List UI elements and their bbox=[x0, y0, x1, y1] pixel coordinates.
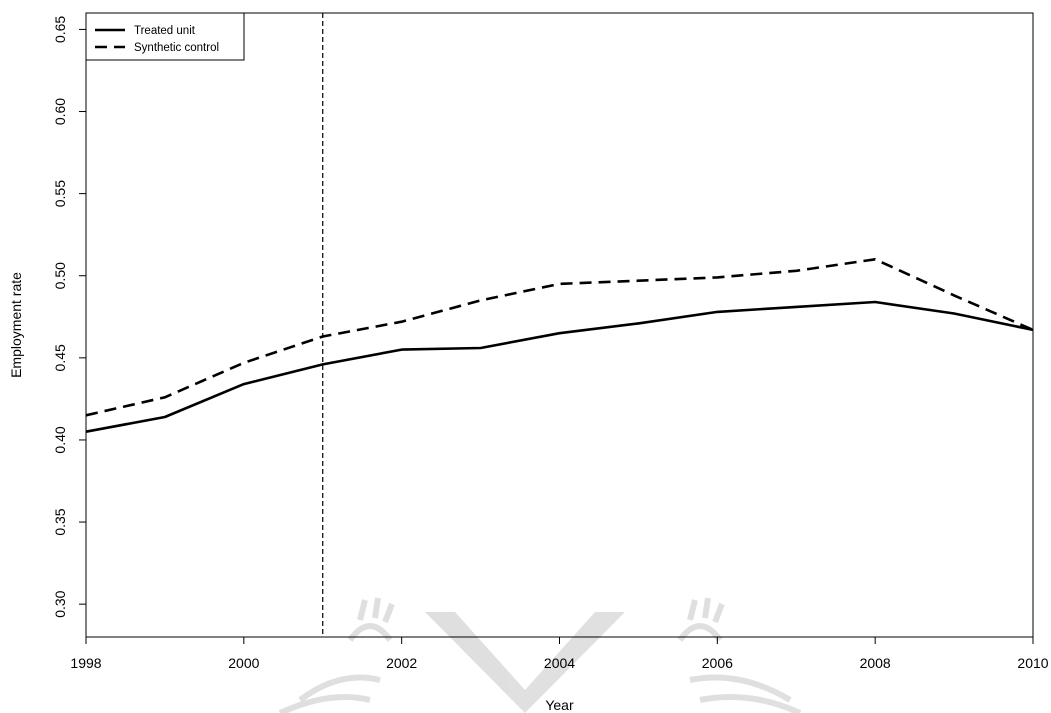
x-tick-label: 2006 bbox=[702, 655, 733, 671]
y-tick-label: 0.40 bbox=[52, 426, 68, 453]
y-axis-title: Employment rate bbox=[8, 272, 24, 378]
watermark-thistle-left bbox=[278, 597, 395, 713]
y-tick-label: 0.60 bbox=[52, 98, 68, 125]
x-tick-label: 2010 bbox=[1017, 655, 1048, 671]
y-tick-label: 0.30 bbox=[52, 590, 68, 617]
x-tick-label: 2000 bbox=[228, 655, 259, 671]
series-line-synthetic-control bbox=[85, 257, 1034, 417]
x-axis-title: Year bbox=[545, 697, 574, 713]
x-tick-label: 2008 bbox=[860, 655, 891, 671]
x-tick-label: 1998 bbox=[70, 655, 101, 671]
y-tick-label: 0.50 bbox=[52, 262, 68, 289]
y-tick-label: 0.55 bbox=[52, 180, 68, 207]
legend-label: Treated unit bbox=[134, 25, 196, 37]
series-line-treated-unit bbox=[85, 300, 1034, 433]
legend-box bbox=[85, 12, 245, 61]
x-tick-label: 2004 bbox=[544, 655, 575, 671]
watermark-thistle-right bbox=[677, 597, 802, 713]
y-tick-label: 0.65 bbox=[52, 16, 68, 43]
x-tick-label: 2002 bbox=[386, 655, 417, 671]
plot-frame bbox=[85, 12, 1034, 638]
y-tick-label: 0.35 bbox=[52, 508, 68, 535]
legend-label: Synthetic control bbox=[134, 42, 219, 54]
y-tick-label: 0.45 bbox=[52, 344, 68, 371]
